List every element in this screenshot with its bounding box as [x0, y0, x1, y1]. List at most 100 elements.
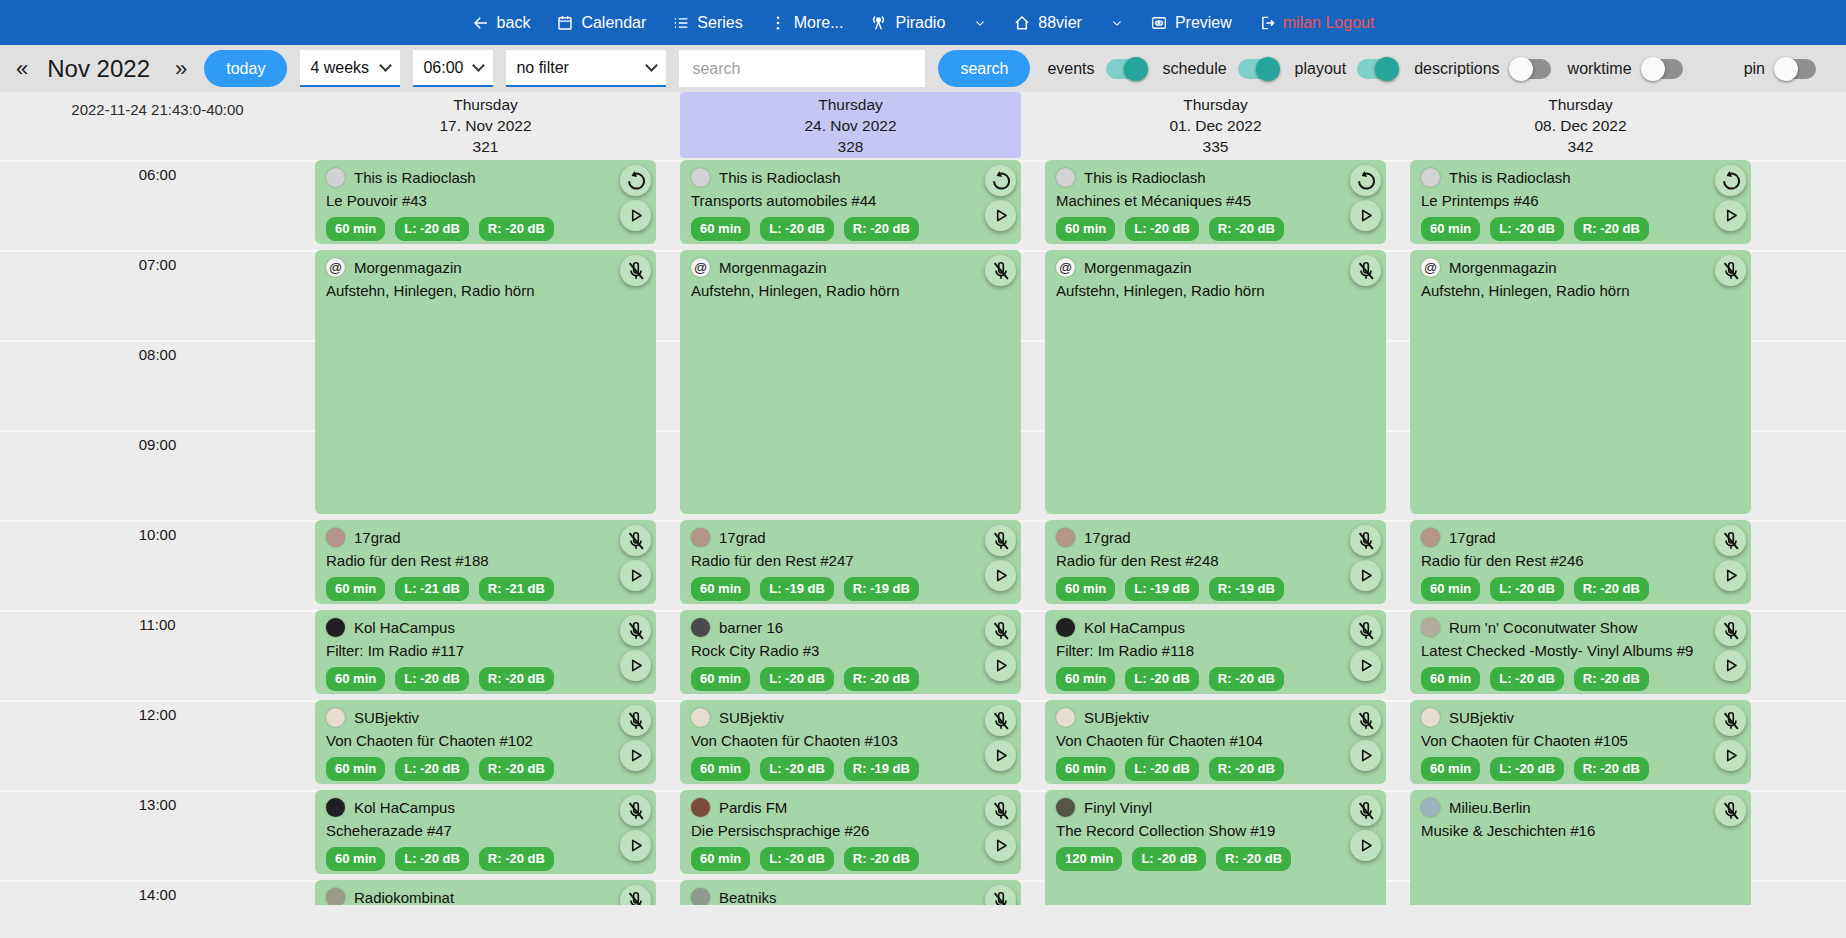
play-button[interactable]: [620, 200, 651, 231]
play-button[interactable]: [1350, 560, 1381, 591]
nav-more[interactable]: More...: [769, 14, 844, 32]
play-button[interactable]: [1350, 200, 1381, 231]
replay-button[interactable]: [620, 165, 651, 196]
event-card[interactable]: This is Radioclash Transports automobile…: [680, 160, 1021, 244]
mic-off-button[interactable]: [1715, 255, 1746, 286]
play-button[interactable]: [620, 650, 651, 681]
search-button[interactable]: search: [938, 50, 1030, 87]
piradio-chevron-down-icon[interactable]: [973, 16, 987, 30]
event-card[interactable]: 17grad Radio für den Rest #248 60 minL: …: [1045, 520, 1386, 604]
event-card[interactable]: barner 16 Rock City Radio #3 60 minL: -2…: [680, 610, 1021, 694]
mic-off-button[interactable]: [985, 615, 1016, 646]
event-card[interactable]: Milieu.Berlin Musike & Jeschichten #16: [1410, 790, 1751, 905]
play-button[interactable]: [985, 740, 1016, 771]
event-card[interactable]: Pardis FM Die Persischsprachige #26 60 m…: [680, 790, 1021, 874]
event-card[interactable]: @ Morgenmagazin Aufstehn, Hinlegen, Radi…: [680, 250, 1021, 514]
play-button[interactable]: [620, 740, 651, 771]
mic-off-button[interactable]: [1715, 705, 1746, 736]
play-button[interactable]: [1715, 560, 1746, 591]
day-header[interactable]: Thursday 01. Dec 2022 335: [1045, 92, 1386, 158]
88vier-chevron-down-icon[interactable]: [1110, 16, 1124, 30]
event-subtitle: Von Chaoten für Chaoten #102: [326, 732, 645, 749]
mic-off-button[interactable]: [1350, 615, 1381, 646]
play-button[interactable]: [620, 830, 651, 861]
replay-button[interactable]: [1350, 165, 1381, 196]
mic-off-button[interactable]: [1350, 795, 1381, 826]
play-button[interactable]: [1350, 650, 1381, 681]
event-card[interactable]: This is Radioclash Machines et Mécanique…: [1045, 160, 1386, 244]
event-card[interactable]: Kol HaCampus Filter: Im Radio #118 60 mi…: [1045, 610, 1386, 694]
day-header[interactable]: Thursday 24. Nov 2022 328: [680, 92, 1021, 158]
event-card[interactable]: SUBjektiv Von Chaoten für Chaoten #105 6…: [1410, 700, 1751, 784]
mic-off-button[interactable]: [620, 795, 651, 826]
event-card[interactable]: @ Morgenmagazin Aufstehn, Hinlegen, Radi…: [1045, 250, 1386, 514]
descriptions-toggle[interactable]: [1511, 59, 1551, 79]
nav-logout[interactable]: milan Logout: [1258, 14, 1375, 32]
event-card[interactable]: This is Radioclash Le Pouvoir #43 60 min…: [315, 160, 656, 244]
day-header[interactable]: Thursday 08. Dec 2022 342: [1410, 92, 1751, 158]
search-input[interactable]: [679, 50, 925, 87]
play-button[interactable]: [985, 650, 1016, 681]
event-card[interactable]: 17grad Radio für den Rest #188 60 minL: …: [315, 520, 656, 604]
mic-off-button[interactable]: [1350, 255, 1381, 286]
day-header[interactable]: Thursday 17. Nov 2022 321: [315, 92, 656, 158]
next-month-button[interactable]: »: [171, 56, 191, 82]
mic-off-button[interactable]: [1715, 795, 1746, 826]
event-card[interactable]: @ Morgenmagazin Aufstehn, Hinlegen, Radi…: [315, 250, 656, 514]
event-card[interactable]: 17grad Radio für den Rest #246 60 minL: …: [1410, 520, 1751, 604]
play-button[interactable]: [620, 560, 651, 591]
play-button[interactable]: [1715, 200, 1746, 231]
event-card[interactable]: Finyl Vinyl The Record Collection Show #…: [1045, 790, 1386, 905]
event-card[interactable]: 17grad Radio für den Rest #247 60 minL: …: [680, 520, 1021, 604]
mic-off-button[interactable]: [1350, 705, 1381, 736]
mic-off-button[interactable]: [985, 795, 1016, 826]
event-card[interactable]: @ Morgenmagazin Aufstehn, Hinlegen, Radi…: [1410, 250, 1751, 514]
nav-88vier[interactable]: 88vier: [1013, 14, 1082, 32]
mic-off-button[interactable]: [1350, 525, 1381, 556]
event-card[interactable]: Kol HaCampus Filter: Im Radio #117 60 mi…: [315, 610, 656, 694]
play-button[interactable]: [1715, 650, 1746, 681]
mic-off-button[interactable]: [985, 705, 1016, 736]
replay-button[interactable]: [1715, 165, 1746, 196]
event-card[interactable]: Kol HaCampus Scheherazade #47 60 minL: -…: [315, 790, 656, 874]
nav-calendar[interactable]: Calendar: [556, 14, 646, 32]
nav-back[interactable]: back: [472, 14, 531, 32]
mic-off-button[interactable]: [985, 255, 1016, 286]
play-button[interactable]: [985, 560, 1016, 591]
mic-off-button[interactable]: [620, 885, 651, 905]
event-card[interactable]: This is Radioclash Le Printemps #46 60 m…: [1410, 160, 1751, 244]
mic-off-button[interactable]: [620, 255, 651, 286]
mic-off-button[interactable]: [985, 525, 1016, 556]
nav-series[interactable]: Series: [672, 14, 742, 32]
event-card[interactable]: SUBjektiv Von Chaoten für Chaoten #104 6…: [1045, 700, 1386, 784]
mic-off-button[interactable]: [1715, 525, 1746, 556]
schedule-toggle[interactable]: [1238, 59, 1278, 79]
prev-month-button[interactable]: «: [12, 56, 32, 82]
mic-off-button[interactable]: [620, 525, 651, 556]
mic-off-button[interactable]: [620, 705, 651, 736]
pin-toggle[interactable]: [1776, 59, 1816, 79]
filter-select[interactable]: no filter: [506, 50, 666, 87]
mic-off-button[interactable]: [1715, 615, 1746, 646]
play-button[interactable]: [1350, 740, 1381, 771]
play-button[interactable]: [985, 830, 1016, 861]
range-select[interactable]: 4 weeks: [300, 50, 400, 87]
event-card[interactable]: Radiokombinat: [315, 880, 656, 905]
play-button[interactable]: [985, 200, 1016, 231]
event-card[interactable]: SUBjektiv Von Chaoten für Chaoten #103 6…: [680, 700, 1021, 784]
event-card[interactable]: Rum 'n' Coconutwater Show Latest Checked…: [1410, 610, 1751, 694]
mic-off-button[interactable]: [620, 615, 651, 646]
nav-piradio[interactable]: Piradio: [869, 13, 945, 32]
today-button[interactable]: today: [204, 50, 287, 87]
worktime-toggle[interactable]: [1643, 59, 1683, 79]
playout-toggle[interactable]: [1357, 59, 1397, 79]
replay-button[interactable]: [985, 165, 1016, 196]
play-button[interactable]: [1350, 830, 1381, 861]
mic-off-button[interactable]: [985, 885, 1016, 905]
nav-preview[interactable]: Preview: [1150, 14, 1232, 32]
events-toggle[interactable]: [1106, 59, 1146, 79]
event-card[interactable]: SUBjektiv Von Chaoten für Chaoten #102 6…: [315, 700, 656, 784]
start-time-select[interactable]: 06:00: [413, 50, 493, 87]
play-button[interactable]: [1715, 740, 1746, 771]
event-card[interactable]: Beatniks: [680, 880, 1021, 905]
